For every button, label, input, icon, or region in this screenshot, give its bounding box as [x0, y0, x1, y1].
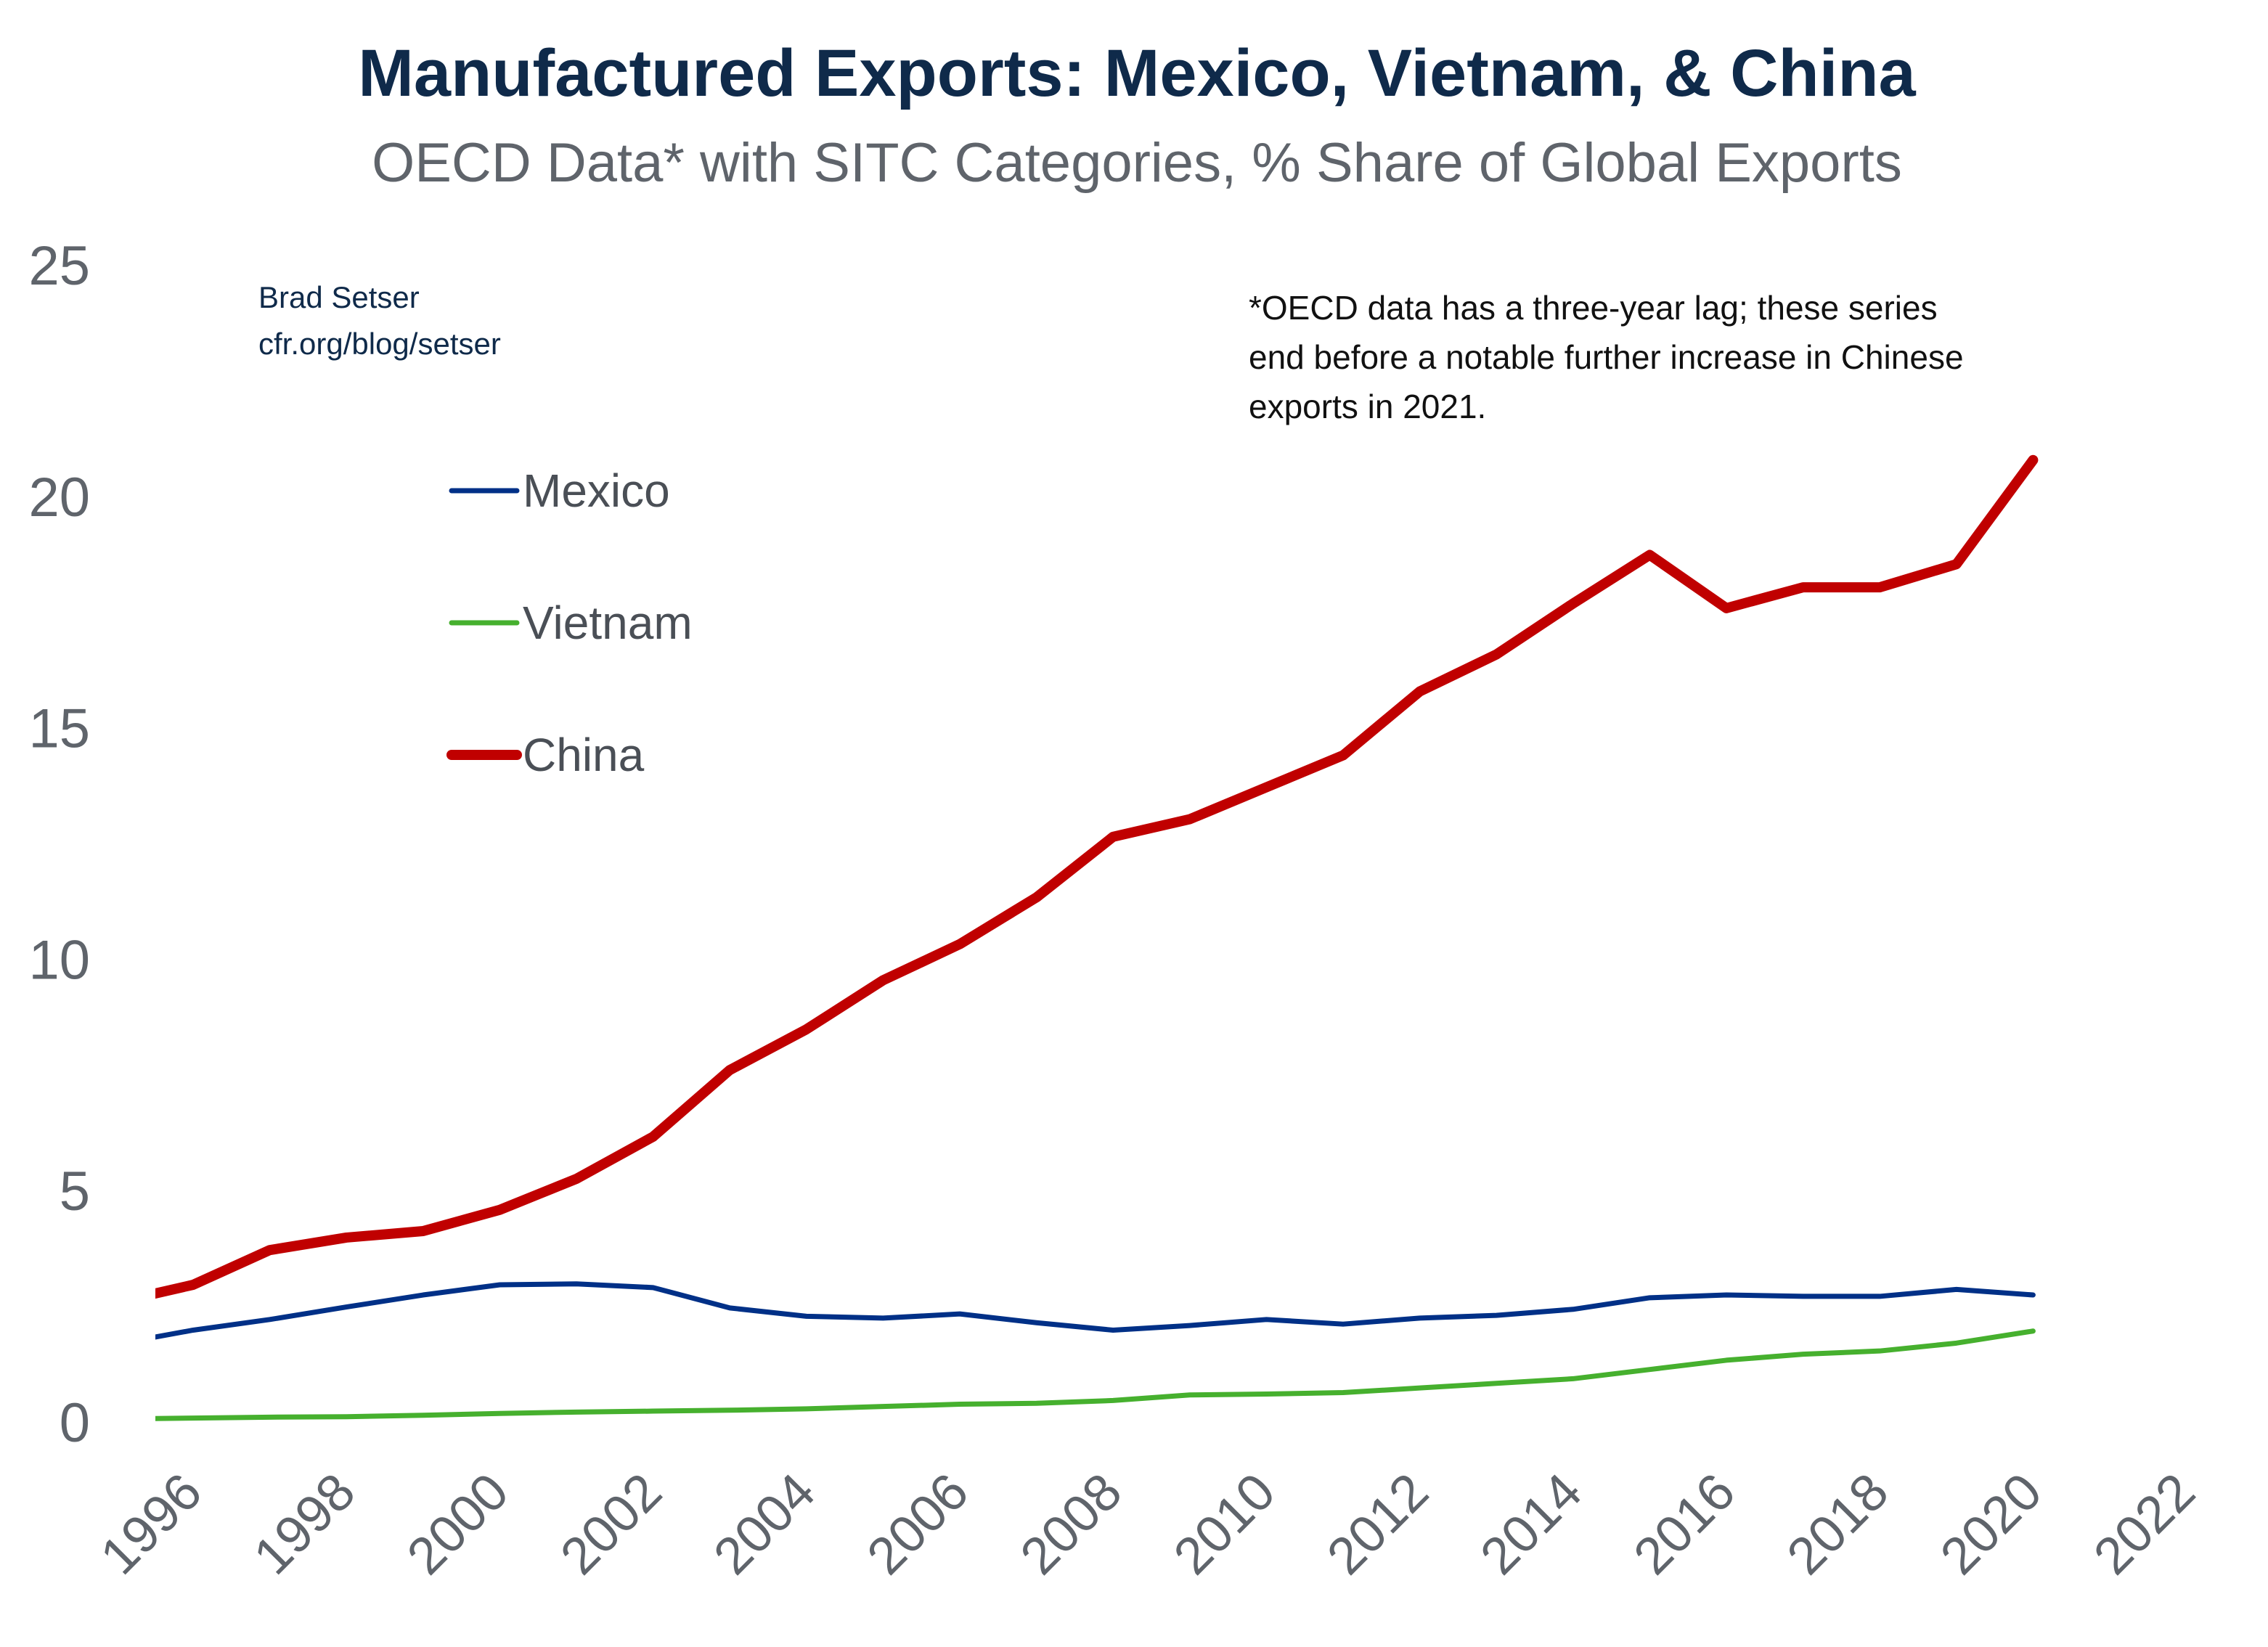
- series-line-mexico: [155, 1281, 2036, 1340]
- legend-label-china: China: [523, 729, 645, 781]
- y-tick-label: 25: [28, 235, 90, 297]
- note-line-1: *OECD data has a three-year lag; these s…: [1249, 289, 1938, 327]
- x-tick-label: 2016: [1623, 1463, 1746, 1586]
- chart-subtitle: OECD Data* with SITC Categories, % Share…: [372, 132, 1902, 194]
- x-tick-label: 2018: [1777, 1463, 1900, 1586]
- x-tick-label: 2010: [1163, 1463, 1286, 1586]
- chart-title: Manufactured Exports: Mexico, Vietnam, &…: [358, 36, 1916, 110]
- series-line-vietnam: [155, 1328, 2036, 1421]
- x-tick-label: 2008: [1010, 1463, 1133, 1586]
- y-tick-label: 20: [28, 467, 90, 528]
- x-tick-label: 2002: [550, 1463, 673, 1586]
- x-tick-label: 2022: [2083, 1463, 2206, 1586]
- x-tick-label: 2000: [396, 1463, 520, 1586]
- x-tick-label: 2006: [856, 1463, 979, 1586]
- y-tick-label: 5: [60, 1161, 90, 1222]
- x-tick-label: 2020: [1930, 1463, 2053, 1586]
- y-tick-label: 15: [28, 698, 90, 760]
- source-link: cfr.org/blog/setser: [258, 327, 501, 361]
- note-line-3: exports in 2021.: [1249, 388, 1486, 425]
- author-label: Brad Setser: [258, 280, 420, 314]
- x-tick-label: 2012: [1316, 1463, 1440, 1586]
- x-tick-label: 1998: [243, 1463, 367, 1586]
- series-line-china: [155, 454, 2039, 1299]
- x-tick-label: 2004: [703, 1463, 826, 1586]
- y-tick-label: 0: [60, 1392, 90, 1454]
- legend-label-vietnam: Vietnam: [523, 597, 693, 649]
- x-tick-label: 1996: [89, 1463, 213, 1586]
- x-tick-label: 2014: [1469, 1463, 1593, 1586]
- y-tick-label: 10: [28, 929, 90, 991]
- note-line-2: end before a notable further increase in…: [1249, 338, 1964, 376]
- legend-label-mexico: Mexico: [523, 465, 670, 517]
